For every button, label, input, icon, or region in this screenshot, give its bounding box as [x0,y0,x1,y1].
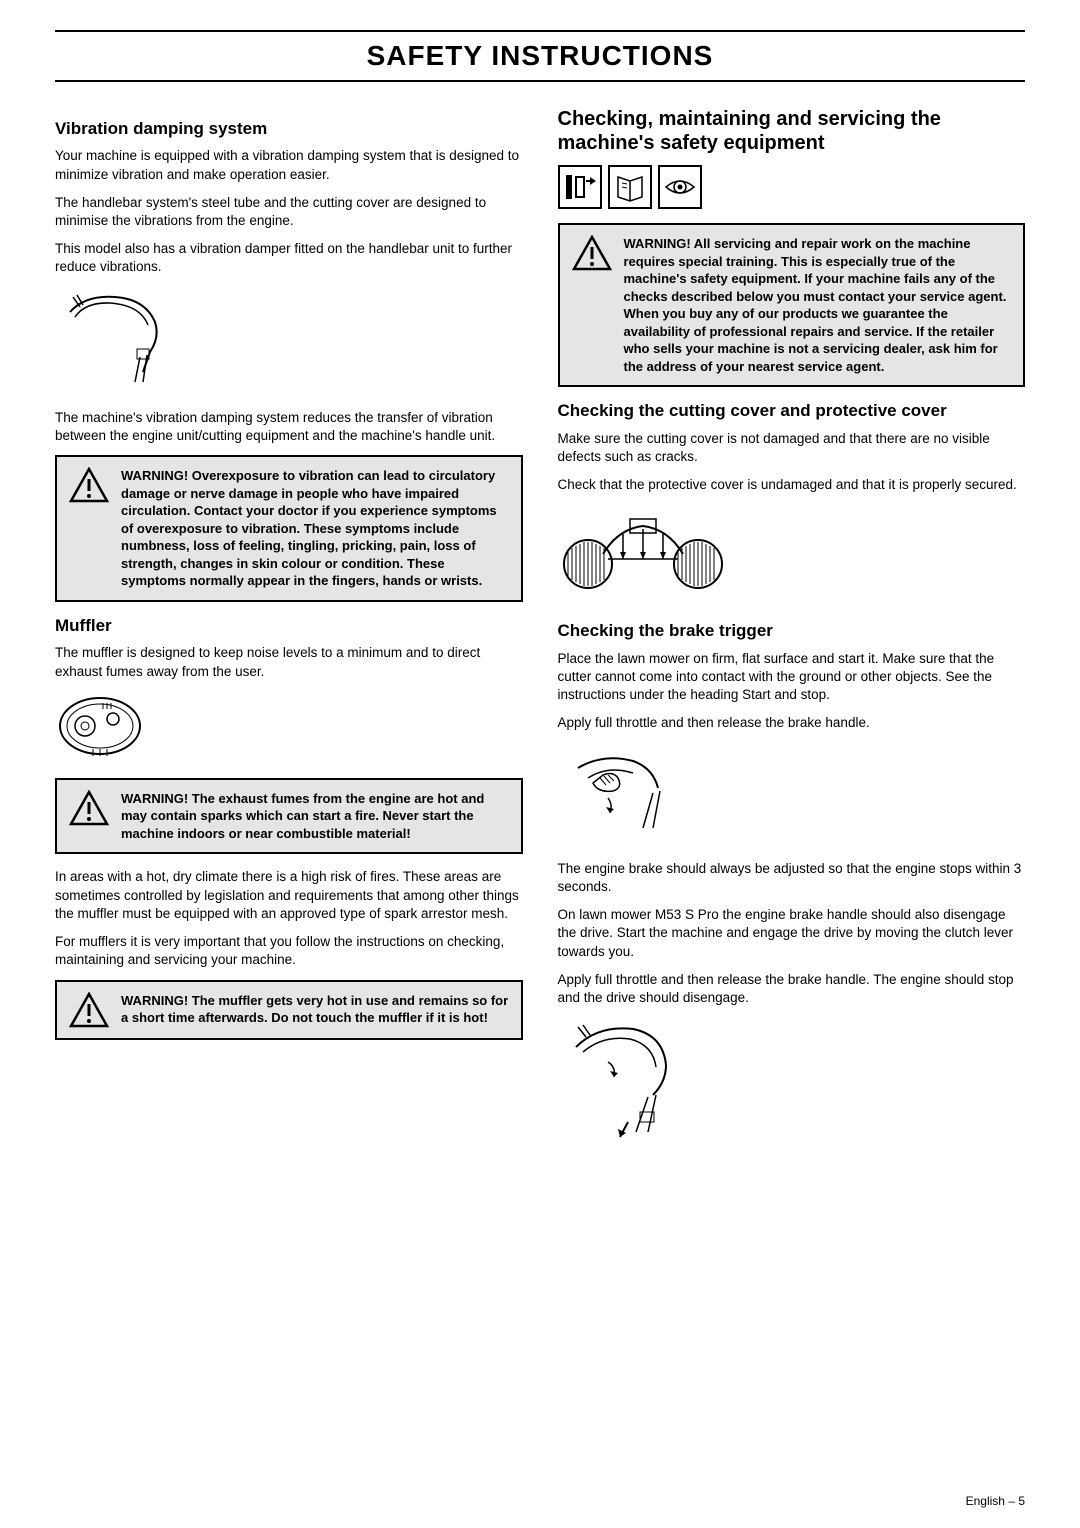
brake-p2: Apply full throttle and then release the… [558,714,1026,732]
vibration-warning-box: WARNING! Overexposure to vibration can l… [55,455,523,602]
servicing-warning-box: WARNING! All servicing and repair work o… [558,223,1026,387]
brake-p3: The engine brake should always be adjust… [558,860,1026,896]
warning-triangle-icon [69,467,109,503]
page-footer: English – 5 [966,1494,1025,1508]
muffler-p3: For mufflers it is very important that y… [55,933,523,969]
brake-p5: Apply full throttle and then release the… [558,971,1026,1007]
handle-release-illustration [558,1017,1026,1152]
brake-heading: Checking the brake trigger [558,621,1026,641]
cutting-heading: Checking the cutting cover and protectiv… [558,401,1026,421]
right-column: Checking, maintaining and servicing the … [558,107,1026,1164]
icon-row [558,165,1026,209]
content-columns: Vibration damping system Your machine is… [55,107,1025,1164]
muffler-warning2-text: WARNING! The muffler gets very hot in us… [121,992,509,1027]
warning-triangle-icon [572,235,612,271]
vibration-warning-text: WARNING! Overexposure to vibration can l… [121,467,509,590]
brake-p1: Place the lawn mower on firm, flat surfa… [558,650,1026,705]
muffler-warning2-box: WARNING! The muffler gets very hot in us… [55,980,523,1040]
handlebar-illustration [55,287,523,397]
cutting-p1: Make sure the cutting cover is not damag… [558,430,1026,466]
muffler-heading: Muffler [55,616,523,636]
left-column: Vibration damping system Your machine is… [55,107,523,1164]
eye-icon [658,165,702,209]
muffler-p2: In areas with a hot, dry climate there i… [55,868,523,923]
vibration-p2: The handlebar system's steel tube and th… [55,194,523,230]
brake-handle-illustration [558,743,1026,848]
vibration-p4: The machine's vibration damping system r… [55,409,523,445]
brake-p4: On lawn mower M53 S Pro the engine brake… [558,906,1026,961]
mower-deck-illustration [558,504,1026,609]
service-icon [558,165,602,209]
servicing-heading: Checking, maintaining and servicing the … [558,107,1026,155]
muffler-p1: The muffler is designed to keep noise le… [55,644,523,680]
vibration-p1: Your machine is equipped with a vibratio… [55,147,523,183]
warning-triangle-icon [69,992,109,1028]
cutting-p2: Check that the protective cover is undam… [558,476,1026,494]
muffler-illustration [55,691,523,766]
vibration-heading: Vibration damping system [55,119,523,139]
servicing-warning-text: WARNING! All servicing and repair work o… [624,235,1012,375]
muffler-warning1-text: WARNING! The exhaust fumes from the engi… [121,790,509,843]
warning-triangle-icon [69,790,109,826]
vibration-p3: This model also has a vibration damper f… [55,240,523,276]
page-title: SAFETY INSTRUCTIONS [55,30,1025,82]
muffler-warning1-box: WARNING! The exhaust fumes from the engi… [55,778,523,855]
manual-icon [608,165,652,209]
